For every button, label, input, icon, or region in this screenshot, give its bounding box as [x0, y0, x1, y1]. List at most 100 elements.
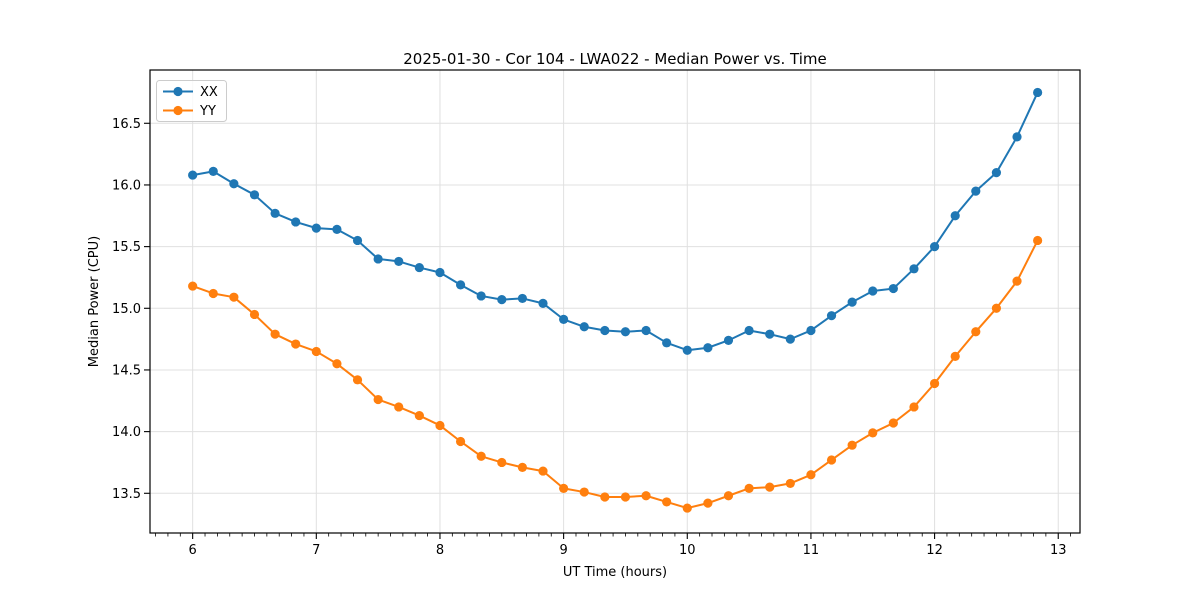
- data-point-YY: [744, 483, 754, 493]
- data-point-YY: [868, 428, 878, 438]
- data-point-XX: [249, 190, 260, 200]
- data-point-YY: [435, 420, 445, 431]
- data-point-YY: [538, 466, 548, 476]
- series-line-XX: [191, 91, 1039, 352]
- data-point-XX: [600, 325, 610, 336]
- data-point-YY: [373, 394, 383, 405]
- y-axis-label: Median Power (CPU): [87, 236, 102, 367]
- data-point-YY: [311, 346, 321, 357]
- series-line-YY: [191, 239, 1039, 510]
- data-point-YY: [291, 339, 301, 349]
- axis-ticks: [144, 122, 1072, 539]
- data-point-XX: [826, 311, 837, 321]
- data-point-XX: [559, 314, 569, 324]
- data-point-XX: [517, 293, 528, 304]
- data-point-XX: [909, 264, 919, 274]
- data-point-XX: [291, 217, 301, 227]
- data-point-YY: [517, 462, 528, 472]
- x-tick-label: 13: [1050, 543, 1067, 558]
- data-point-XX: [785, 334, 795, 344]
- legend-entry-XX: XX: [163, 85, 218, 100]
- legend-label: XX: [200, 85, 218, 100]
- data-point-XX: [538, 298, 548, 308]
- plot-border: [149, 69, 1081, 534]
- data-point-XX: [703, 343, 713, 353]
- data-point-YY: [620, 492, 631, 502]
- x-tick-label: 6: [189, 543, 197, 558]
- data-point-YY: [229, 292, 239, 302]
- data-point-YY: [703, 498, 713, 508]
- data-point-XX: [414, 262, 424, 273]
- legend-entry-YY: YY: [163, 104, 216, 119]
- y-tick-label: 14.0: [112, 425, 141, 440]
- data-point-YY: [249, 309, 260, 320]
- data-point-XX: [620, 327, 631, 337]
- data-point-XX: [270, 208, 280, 218]
- data-point-XX: [1033, 87, 1043, 98]
- x-tick-label: 11: [803, 543, 820, 558]
- y-tick-label: 15.0: [112, 302, 141, 317]
- data-point-XX: [641, 325, 651, 336]
- x-tick-label: 10: [679, 543, 696, 558]
- data-series: [188, 87, 1043, 513]
- data-point-YY: [785, 478, 795, 489]
- data-point-YY: [765, 482, 775, 492]
- data-point-XX: [971, 186, 981, 196]
- data-point-YY: [208, 288, 218, 299]
- legend: XX YY: [156, 80, 227, 122]
- data-point-YY: [723, 491, 734, 501]
- data-point-YY: [641, 491, 651, 501]
- data-point-XX: [579, 322, 589, 332]
- data-point-YY: [600, 492, 610, 502]
- data-point-YY: [559, 483, 569, 493]
- y-tick-label: 16.5: [112, 117, 141, 132]
- data-point-XX: [352, 235, 363, 246]
- data-point-YY: [1033, 235, 1043, 246]
- data-point-YY: [352, 375, 363, 385]
- data-point-YY: [929, 378, 940, 389]
- data-point-YY: [188, 281, 198, 291]
- data-point-XX: [229, 179, 239, 189]
- data-point-XX: [847, 297, 857, 307]
- data-point-YY: [394, 402, 404, 412]
- data-point-YY: [270, 329, 280, 339]
- y-tick-label: 15.5: [112, 240, 141, 255]
- data-point-XX: [455, 280, 466, 290]
- data-point-XX: [929, 242, 940, 252]
- data-point-XX: [723, 335, 734, 345]
- x-axis-label: UT Time (hours): [563, 565, 667, 580]
- data-point-XX: [991, 168, 1002, 178]
- data-point-XX: [744, 325, 754, 336]
- data-point-YY: [991, 303, 1002, 313]
- data-point-YY: [455, 436, 466, 447]
- data-point-XX: [208, 166, 218, 176]
- data-point-XX: [476, 291, 486, 301]
- chart-title: 2025-01-30 - Cor 104 - LWA022 - Median P…: [403, 50, 827, 68]
- tick-labels: 6 7 8 9 10 11 12 13 13.5 14.0 14.5 15.0 15.5 16.0 16.5: [112, 117, 1066, 558]
- data-point-XX: [188, 170, 198, 180]
- data-point-YY: [662, 497, 672, 507]
- data-point-YY: [332, 359, 342, 369]
- data-point-YY: [888, 418, 898, 428]
- data-point-YY: [579, 487, 589, 497]
- data-point-XX: [311, 223, 321, 233]
- legend-label: YY: [199, 104, 216, 119]
- legend-marker: [173, 105, 183, 116]
- y-tick-label: 13.5: [112, 487, 141, 502]
- data-point-YY: [497, 457, 507, 468]
- data-point-XX: [662, 338, 672, 348]
- data-point-XX: [888, 283, 898, 294]
- data-point-YY: [826, 455, 837, 465]
- data-point-YY: [950, 351, 960, 361]
- y-tick-label: 14.5: [112, 363, 141, 378]
- x-tick-label: 7: [312, 543, 320, 558]
- data-point-YY: [414, 410, 424, 421]
- x-tick-label: 12: [926, 543, 943, 558]
- data-point-YY: [682, 503, 692, 513]
- data-point-YY: [971, 327, 981, 337]
- data-point-XX: [435, 267, 445, 278]
- series-YY: [188, 235, 1043, 513]
- data-point-YY: [909, 402, 919, 412]
- data-point-XX: [806, 325, 816, 336]
